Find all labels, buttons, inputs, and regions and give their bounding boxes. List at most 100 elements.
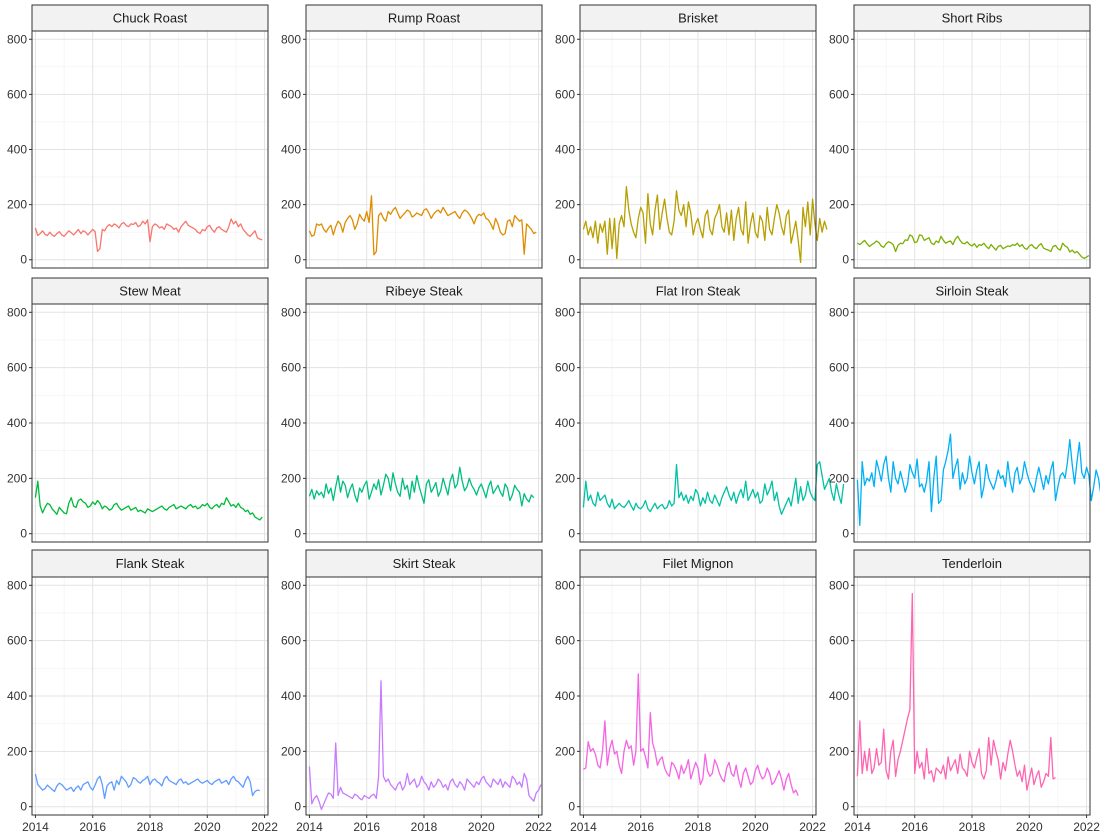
y-tick-label: 0 bbox=[294, 527, 301, 541]
facet-strip bbox=[579, 277, 817, 305]
y-tick-label: 200 bbox=[7, 744, 27, 758]
x-tick-label: 2022 bbox=[525, 820, 552, 834]
y-tick-label: 400 bbox=[7, 416, 27, 430]
y-tick-label: 400 bbox=[555, 143, 575, 157]
series-line bbox=[583, 673, 799, 796]
series-line bbox=[856, 433, 1100, 527]
series-line bbox=[856, 592, 1056, 791]
x-tick-label: 2022 bbox=[799, 820, 826, 834]
facet-panel: Flat Iron Steak 0 200 400 600 800 bbox=[555, 277, 845, 543]
x-tick-label: 2020 bbox=[742, 820, 769, 834]
y-tick-label: 600 bbox=[7, 87, 27, 101]
y-tick-label: 600 bbox=[555, 87, 575, 101]
facet-strip bbox=[305, 4, 543, 32]
facet-title: Skirt Steak bbox=[393, 556, 456, 571]
facet-panel: Tenderloin 0 200 400 600 800 2014 2016 2018 2020 2… bbox=[829, 549, 1100, 834]
facet-strip bbox=[31, 4, 269, 32]
y-tick-label: 400 bbox=[829, 416, 849, 430]
y-tick-label: 800 bbox=[281, 305, 301, 319]
y-tick-label: 200 bbox=[7, 471, 27, 485]
facet-panel: Stew Meat 0 200 400 600 800 bbox=[7, 277, 269, 543]
facet-strip bbox=[853, 277, 1091, 305]
facet-title: Rump Roast bbox=[388, 11, 461, 26]
series-line bbox=[34, 480, 263, 521]
facet-panel: Chuck Roast 0 200 400 600 800 bbox=[7, 4, 269, 269]
x-tick-label: 2014 bbox=[22, 820, 49, 834]
series-line bbox=[308, 466, 535, 507]
facet-title: Ribeye Steak bbox=[385, 284, 463, 299]
y-tick-label: 400 bbox=[7, 143, 27, 157]
y-tick-label: 0 bbox=[568, 800, 575, 814]
series-line bbox=[582, 186, 828, 264]
facet-strip bbox=[579, 549, 817, 578]
x-tick-label: 2014 bbox=[296, 820, 323, 834]
facet-title: Short Ribs bbox=[942, 11, 1003, 26]
x-tick-label: 2022 bbox=[251, 820, 278, 834]
y-tick-label: 0 bbox=[20, 527, 27, 541]
y-tick-label: 400 bbox=[555, 416, 575, 430]
x-tick-label: 2016 bbox=[353, 820, 380, 834]
y-tick-label: 600 bbox=[7, 361, 27, 375]
y-tick-label: 800 bbox=[7, 32, 27, 46]
y-tick-label: 600 bbox=[281, 634, 301, 648]
y-tick-label: 800 bbox=[555, 305, 575, 319]
facet-strip bbox=[305, 277, 543, 305]
facet-strip bbox=[31, 277, 269, 305]
facet-strip bbox=[853, 549, 1091, 578]
y-tick-label: 400 bbox=[281, 416, 301, 430]
facet-panel: Rump Roast 0 200 400 600 800 bbox=[281, 4, 543, 269]
x-tick-label: 2016 bbox=[79, 820, 106, 834]
y-tick-label: 200 bbox=[829, 198, 849, 212]
x-tick-label: 2014 bbox=[844, 820, 871, 834]
facet-title: Sirloin Steak bbox=[936, 284, 1009, 299]
facet-strip bbox=[305, 549, 543, 578]
facet-title: Chuck Roast bbox=[113, 11, 188, 26]
y-tick-label: 800 bbox=[829, 32, 849, 46]
x-tick-label: 2016 bbox=[627, 820, 654, 834]
y-tick-label: 200 bbox=[829, 744, 849, 758]
x-tick-label: 2018 bbox=[137, 820, 164, 834]
facet-title: Tenderloin bbox=[942, 556, 1002, 571]
y-tick-label: 400 bbox=[829, 143, 849, 157]
facet-title: Filet Mignon bbox=[663, 556, 734, 571]
y-tick-label: 800 bbox=[829, 305, 849, 319]
y-tick-label: 0 bbox=[294, 800, 301, 814]
facet-strip bbox=[579, 4, 817, 32]
facet-title: Flat Iron Steak bbox=[656, 284, 741, 299]
y-tick-label: 800 bbox=[555, 32, 575, 46]
y-tick-label: 800 bbox=[7, 305, 27, 319]
y-tick-label: 800 bbox=[281, 578, 301, 592]
y-tick-label: 200 bbox=[281, 744, 301, 758]
y-tick-label: 200 bbox=[555, 471, 575, 485]
y-tick-label: 800 bbox=[281, 32, 301, 46]
facet-panel: Filet Mignon 0 200 400 600 800 2014 2016 2018 202… bbox=[555, 549, 826, 834]
facet-panel: Short Ribs 0 200 400 600 800 bbox=[829, 4, 1091, 269]
y-tick-label: 600 bbox=[555, 361, 575, 375]
y-tick-label: 400 bbox=[7, 689, 27, 703]
y-tick-label: 800 bbox=[7, 578, 27, 592]
y-tick-label: 0 bbox=[842, 527, 849, 541]
y-tick-label: 800 bbox=[555, 578, 575, 592]
y-tick-label: 400 bbox=[555, 689, 575, 703]
y-tick-label: 400 bbox=[829, 689, 849, 703]
series-line bbox=[857, 234, 1090, 260]
y-tick-label: 600 bbox=[829, 87, 849, 101]
series-line bbox=[308, 195, 537, 256]
y-tick-label: 0 bbox=[294, 253, 301, 267]
y-tick-label: 0 bbox=[568, 253, 575, 267]
facet-panel: Brisket 0 200 400 600 800 bbox=[555, 4, 828, 269]
series-line bbox=[34, 773, 260, 800]
y-tick-label: 200 bbox=[7, 198, 27, 212]
y-tick-label: 600 bbox=[281, 361, 301, 375]
series-line bbox=[34, 218, 263, 253]
x-tick-label: 2020 bbox=[194, 820, 221, 834]
x-tick-label: 2022 bbox=[1073, 820, 1100, 834]
y-tick-label: 600 bbox=[829, 634, 849, 648]
y-tick-label: 200 bbox=[555, 744, 575, 758]
y-tick-label: 600 bbox=[555, 634, 575, 648]
facet-strip bbox=[31, 549, 269, 578]
y-tick-label: 0 bbox=[842, 253, 849, 267]
x-tick-label: 2014 bbox=[570, 820, 597, 834]
facet-panel: Sirloin Steak 0 200 400 600 800 bbox=[829, 277, 1100, 543]
